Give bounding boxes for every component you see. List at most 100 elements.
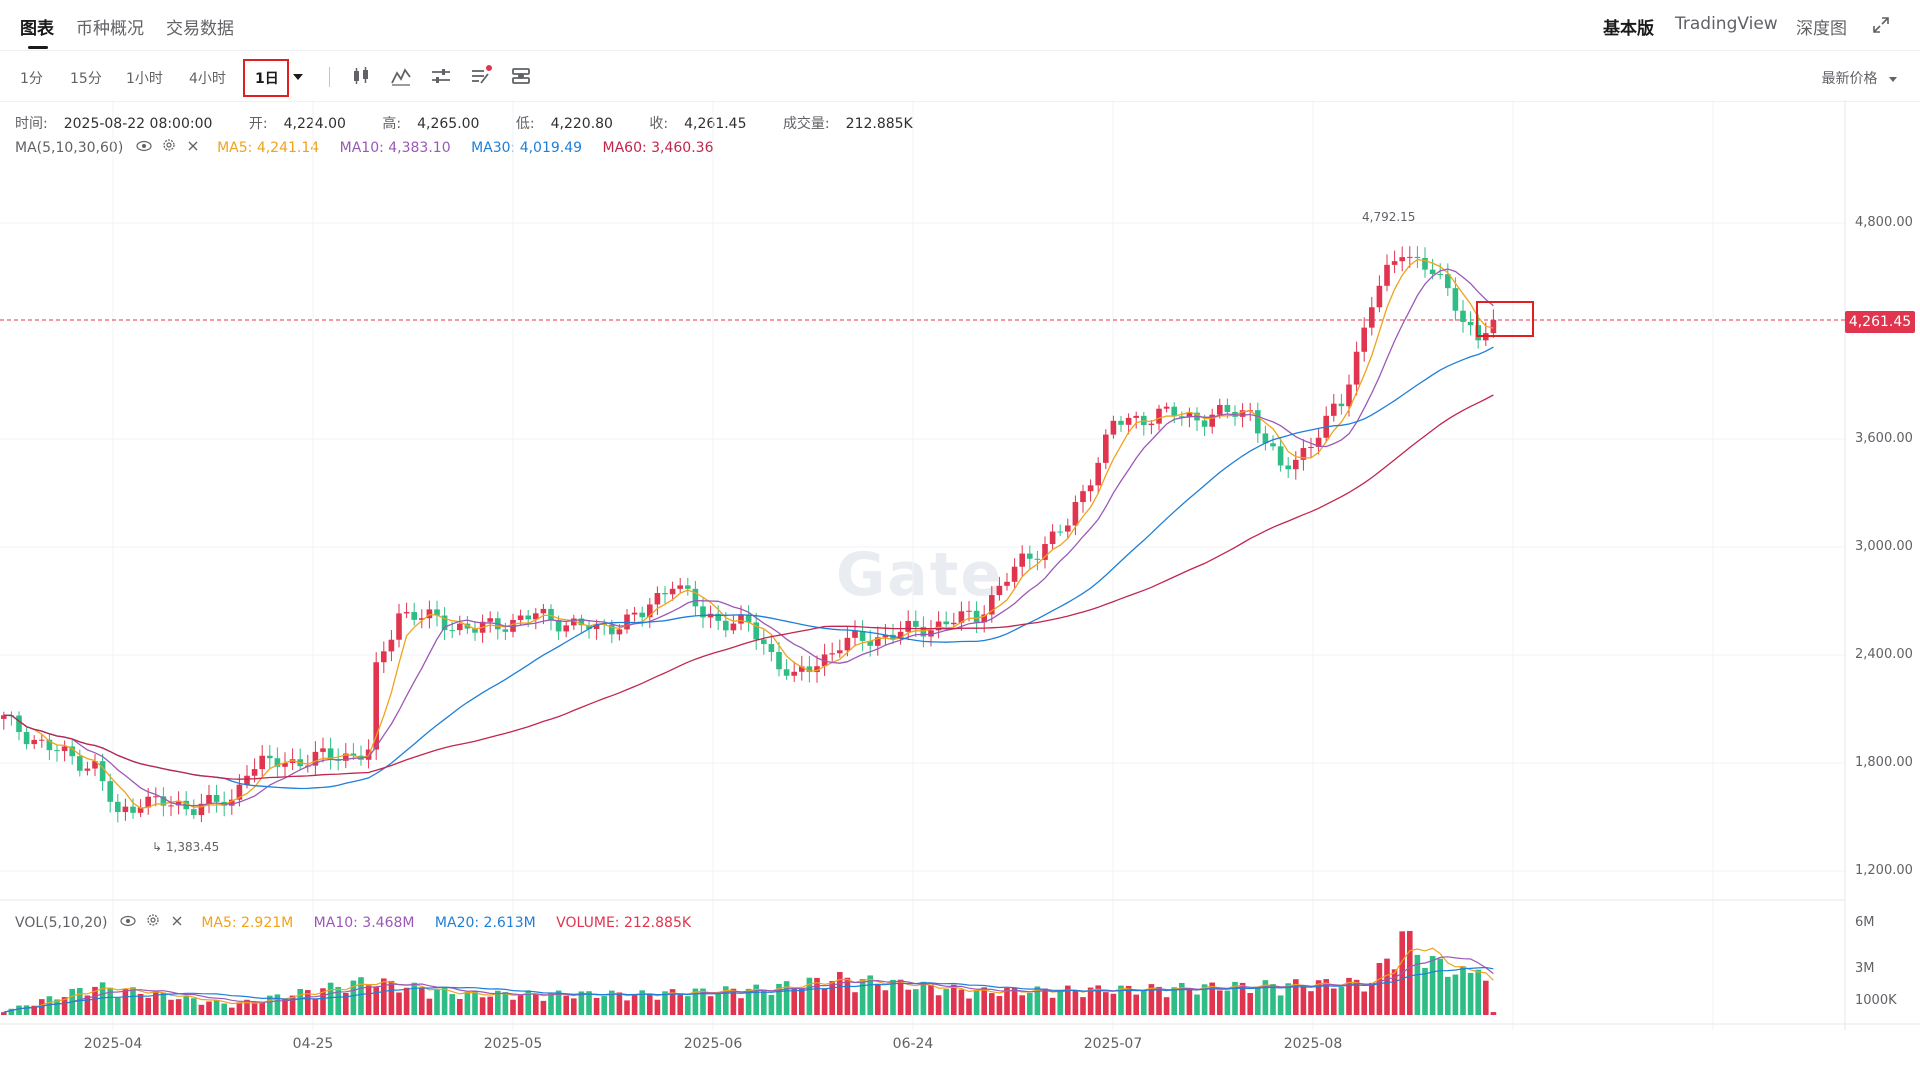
ma10-line [3, 268, 1494, 807]
candle-body [517, 615, 524, 620]
chart-grid [0, 100, 1920, 1030]
candle-body [419, 618, 425, 620]
volume-bar [84, 995, 91, 1015]
volume-bar [905, 989, 911, 1015]
volume-bar [692, 988, 699, 1015]
candle-body [434, 609, 440, 616]
gear-icon[interactable] [146, 913, 160, 927]
candle-body [1399, 257, 1405, 262]
vol-ma5-value: MA5: 2.921M [201, 915, 294, 931]
volume-bar [685, 996, 691, 1015]
volume-bar [267, 995, 273, 1015]
candle-body [1011, 566, 1018, 582]
candle-body [137, 807, 144, 813]
tab-chart[interactable]: 图表 [20, 19, 54, 39]
vol-y-tick: 3M [1855, 961, 1875, 976]
candle-body [935, 621, 942, 631]
candlestick-type-icon[interactable] [350, 65, 372, 87]
candle-body [973, 610, 980, 623]
candle-body [844, 637, 851, 651]
candle-body [251, 769, 258, 776]
candle-body [107, 781, 113, 802]
volume-bar [1004, 987, 1010, 1015]
volume-info: VOL(5,10,20) MA5: 2.921M MA10: 3.468M MA… [15, 913, 707, 931]
price-type-select[interactable]: 最新价格 [1822, 68, 1898, 88]
eye-icon[interactable] [120, 915, 136, 927]
candle-body [381, 651, 387, 663]
close-icon[interactable] [187, 140, 199, 152]
close-icon[interactable] [171, 915, 183, 927]
candle-body [1277, 446, 1284, 466]
interval-1h[interactable]: 1小时 [126, 71, 163, 87]
candle-body [320, 748, 326, 752]
volume-bar [837, 971, 843, 1015]
volume-bar [464, 991, 471, 1015]
interval-4h[interactable]: 4小时 [189, 71, 226, 87]
candle-body [1475, 325, 1481, 341]
vol-ma20-value: MA20: 2.613M [434, 915, 536, 931]
interval-15m[interactable]: 15分 [70, 71, 102, 87]
indicator-icon[interactable] [390, 65, 412, 87]
volume-bar [973, 989, 980, 1015]
volume-ma-lines [3, 947, 1494, 1013]
volume-bar [1369, 982, 1375, 1015]
candle-body [411, 612, 417, 620]
volume-bar [814, 977, 820, 1015]
volume-bar [8, 1008, 15, 1015]
volume-value: 212.885K [845, 116, 913, 132]
volume-bar [723, 986, 729, 1015]
candle-body [160, 796, 167, 806]
candle-body [1042, 544, 1048, 560]
volume-bar [1346, 977, 1352, 1015]
candle-body [1460, 310, 1466, 322]
candle-body [799, 666, 805, 672]
candlestick-chart[interactable] [0, 100, 1920, 1030]
volume-bar [495, 990, 501, 1015]
candle-body [1376, 285, 1383, 308]
volume-bar [175, 999, 182, 1015]
interval-1d[interactable]: 1日 [255, 71, 279, 87]
interval-1m[interactable]: 1分 [20, 71, 43, 87]
tab-depth-chart[interactable]: 深度图 [1796, 19, 1847, 39]
volume-bar [213, 1000, 220, 1015]
vol-y-tick: 1000K [1855, 993, 1897, 1008]
volume-bar [381, 978, 387, 1015]
volume-bar [373, 987, 379, 1015]
volume-bar [1331, 988, 1337, 1015]
candle-body [373, 662, 379, 750]
candle-body [1437, 274, 1443, 276]
fullscreen-icon[interactable] [1872, 16, 1890, 34]
volume-bar [1475, 969, 1481, 1015]
tab-coin-overview[interactable]: 币种概况 [76, 19, 144, 39]
candle-body [502, 629, 509, 632]
eye-icon[interactable] [136, 140, 152, 152]
interval-dropdown-icon[interactable] [292, 72, 304, 82]
volume-bar [563, 995, 569, 1015]
current-candle-highlight [1476, 301, 1534, 337]
tab-trading-data[interactable]: 交易数据 [166, 19, 234, 39]
candle-body [593, 623, 600, 630]
volume-bar [479, 997, 486, 1015]
candle-body [1315, 437, 1322, 447]
moving-average-lines [3, 258, 1494, 809]
candle-body [654, 593, 661, 605]
volume-bar [913, 989, 919, 1015]
volume-bar [1103, 992, 1109, 1015]
volume-bar [1239, 982, 1246, 1015]
candle-body [753, 622, 759, 640]
tab-tradingview[interactable]: TradingView [1675, 14, 1778, 34]
tab-basic-view[interactable]: 基本版 [1603, 19, 1654, 39]
volume-bar [730, 988, 737, 1015]
volume-bar [859, 979, 866, 1015]
candle-body [1072, 502, 1079, 526]
volume-bar [890, 979, 896, 1015]
snapshot-icon[interactable] [510, 65, 532, 87]
volume-bar [221, 1003, 227, 1015]
vol-ma10-line [3, 956, 1494, 1013]
drawing-tools-icon[interactable] [470, 65, 492, 87]
last-price-label: 4,261.45 [1845, 311, 1915, 333]
candle-body [814, 666, 820, 673]
settings-sliders-icon[interactable] [430, 65, 452, 87]
gear-icon[interactable] [162, 138, 176, 152]
candle-body [867, 640, 873, 646]
